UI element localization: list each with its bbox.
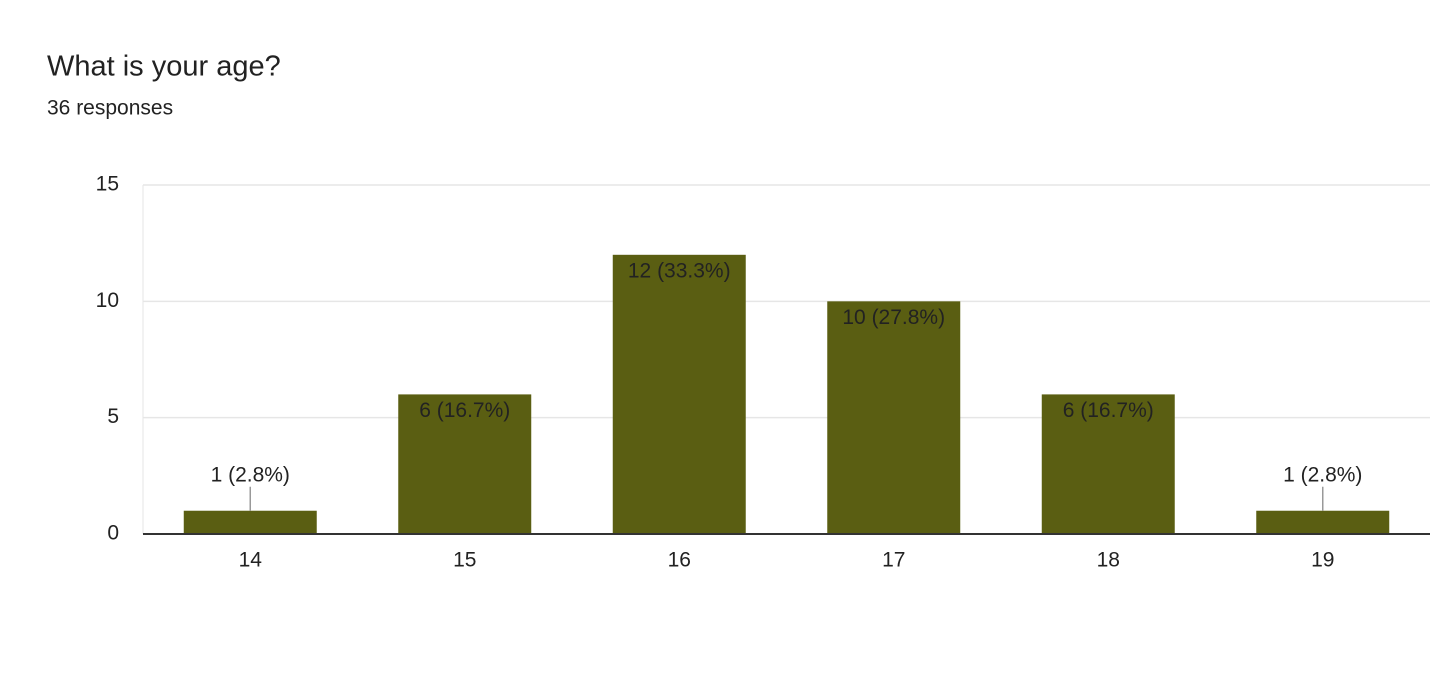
- bar: [183, 510, 317, 534]
- bar: [1256, 510, 1390, 534]
- y-tick-label: 15: [96, 173, 119, 196]
- data-label: 1 (2.8%): [211, 463, 290, 486]
- bar: [827, 301, 961, 534]
- x-tick-label: 17: [882, 549, 905, 572]
- data-label: 6 (16.7%): [1063, 399, 1154, 422]
- data-label: 10 (27.8%): [842, 306, 945, 329]
- chart-title: What is your age?: [47, 51, 281, 83]
- data-label: 6 (16.7%): [419, 399, 510, 422]
- x-tick-label: 16: [668, 549, 691, 572]
- bar: [1041, 394, 1175, 534]
- x-tick-label: 15: [453, 549, 476, 572]
- x-tick-label: 19: [1311, 549, 1334, 572]
- x-tick-label: 14: [239, 549, 263, 572]
- data-label: 1 (2.8%): [1283, 463, 1362, 486]
- bar: [612, 254, 746, 535]
- x-tick-label: 18: [1097, 549, 1120, 572]
- y-tick-label: 10: [96, 289, 119, 312]
- data-label: 12 (33.3%): [628, 259, 731, 282]
- chart-subtitle: 36 responses: [47, 97, 173, 120]
- y-tick-label: 0: [107, 522, 119, 545]
- y-tick-label: 5: [107, 405, 119, 428]
- bar: [398, 394, 532, 534]
